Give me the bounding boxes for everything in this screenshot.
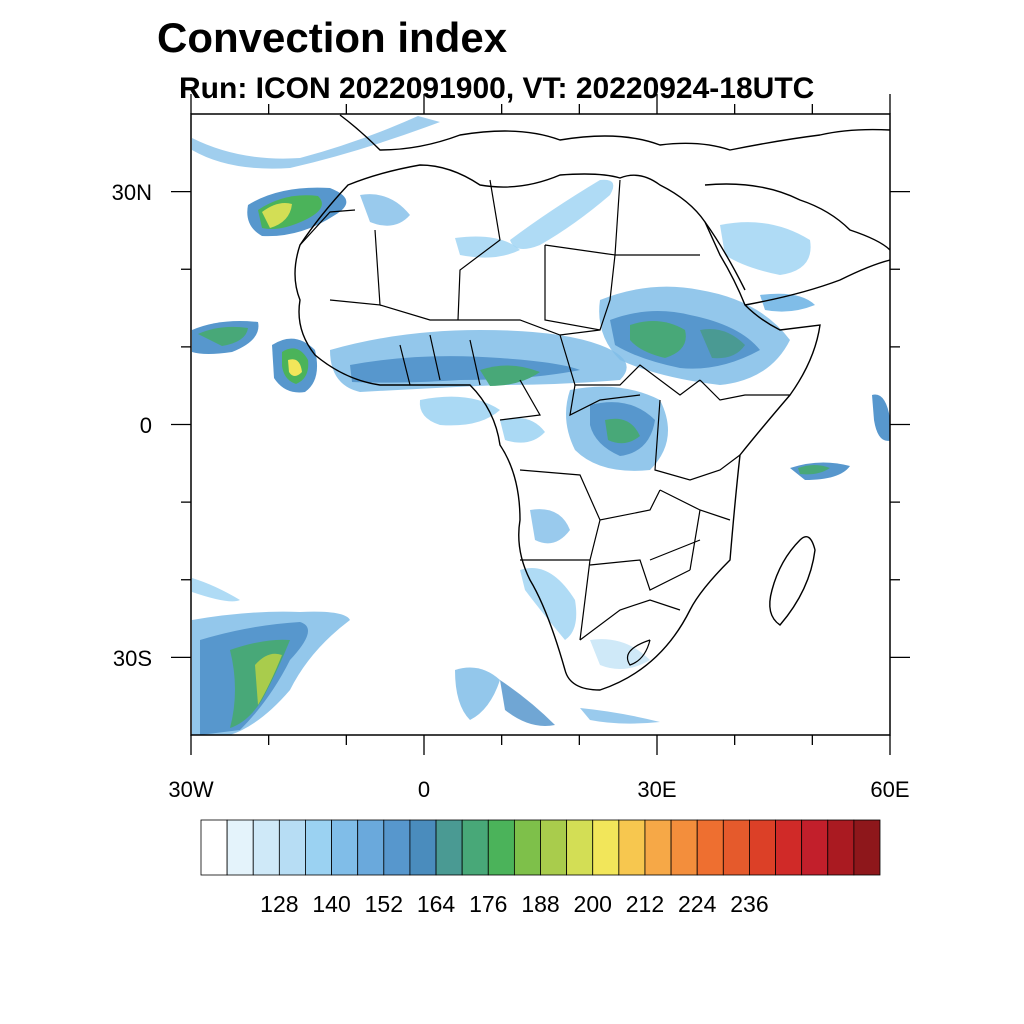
colorbar-labels: 128 140 152 164 176 188 200 212 224 236	[260, 891, 768, 917]
colorbar-swatch	[200, 819, 228, 876]
y-tick-label-30s: 30S	[113, 646, 152, 671]
border-chad-car	[559, 334, 701, 396]
field-niger	[455, 236, 520, 258]
map-subtitle: Run: ICON 2022091900, VT: 20220924-18UTC	[179, 72, 815, 105]
colorbar-swatch	[513, 819, 541, 876]
colorbar-label: 176	[469, 891, 507, 917]
colorbar-label: 164	[417, 891, 456, 917]
border-central	[499, 379, 641, 421]
colorbar-swatch	[722, 819, 750, 876]
colorbar-swatch	[278, 819, 306, 876]
field-congo-green	[605, 418, 640, 444]
border-tanzania-mozambique	[649, 489, 731, 571]
arabia-coastline	[704, 183, 890, 306]
colorbar-swatch	[670, 819, 698, 876]
field-algeria	[360, 194, 410, 226]
colorbar-swatch	[749, 819, 776, 876]
field-offshore-core	[198, 326, 248, 346]
field-libya-streak	[510, 179, 614, 249]
border-sahel	[379, 304, 601, 336]
field-madagascar-core	[798, 465, 830, 475]
colorbar-swatch	[775, 819, 803, 876]
country-borders	[299, 179, 790, 666]
africa-coastline	[294, 164, 821, 691]
convection-field	[192, 116, 890, 735]
colorbar-swatch	[331, 819, 359, 876]
colorbar-swatch	[487, 819, 515, 876]
border-niger-chad	[544, 245, 616, 331]
field-namibia	[520, 568, 577, 640]
x-tick-label-60e: 60E	[870, 777, 909, 802]
colorbar-swatch	[252, 819, 280, 876]
field-indian-east	[872, 394, 890, 441]
coastlines	[294, 114, 890, 691]
colorbar-swatch	[696, 819, 724, 876]
colorbar-swatch	[853, 819, 881, 876]
field-ethiopia-green	[630, 321, 686, 358]
colorbar-swatch	[540, 819, 568, 876]
colorbar-swatch	[566, 819, 594, 876]
map-title: Convection index	[157, 14, 508, 61]
europe-coastline	[339, 114, 890, 151]
colorbar-swatch	[618, 819, 646, 876]
colorbar-label: 212	[626, 891, 664, 917]
y-tick-label-30n: 30N	[112, 180, 152, 205]
field-southatlantic-ribbon	[255, 653, 282, 705]
colorbar-swatch	[592, 819, 620, 876]
field-south-tail2	[500, 680, 555, 726]
colorbar-swatch	[226, 819, 254, 876]
colorbar-swatch	[409, 819, 437, 876]
border-drc-east	[654, 399, 741, 481]
field-south-tail3	[580, 708, 660, 724]
border-south-africa	[579, 599, 681, 666]
colorbar-label: 128	[260, 891, 298, 917]
colorbar-swatch	[357, 819, 385, 876]
field-gabon	[500, 417, 545, 443]
field-yemen	[760, 293, 815, 312]
madagascar-coastline	[769, 536, 816, 626]
border-namibia-botswana	[579, 559, 691, 641]
colorbar-swatch	[383, 819, 411, 876]
x-tick-label-30e: 30E	[637, 777, 676, 802]
x-tick-label-0: 0	[418, 777, 430, 802]
colorbar-label: 188	[521, 891, 559, 917]
field-gulf-guinea	[419, 396, 500, 426]
colorbar	[200, 819, 881, 876]
field-nigeria-core	[480, 365, 540, 386]
colorbar-swatch	[801, 819, 829, 876]
colorbar-swatch	[644, 819, 672, 876]
red-sea-coast	[704, 221, 746, 291]
border-horn	[699, 379, 790, 401]
border-algeria-libya	[457, 179, 501, 321]
colorbar-swatch	[827, 819, 855, 876]
border-gulf	[399, 334, 481, 386]
field-canary-peak	[262, 203, 292, 228]
field-south-africa	[590, 639, 650, 669]
field-south-tail	[455, 667, 500, 720]
colorbar-label: 200	[574, 891, 612, 917]
colorbar-swatch	[305, 819, 332, 876]
colorbar-label: 140	[312, 891, 350, 917]
colorbar-label: 224	[678, 891, 717, 917]
x-tick-label-30w: 30W	[168, 777, 213, 802]
field-atlantic-band	[192, 116, 440, 169]
colorbar-label: 236	[730, 891, 768, 917]
field-guinea-peak	[288, 359, 302, 376]
field-arabia	[720, 222, 811, 275]
field-angola	[530, 509, 570, 544]
border-algeria-mali	[329, 229, 381, 306]
colorbar-label: 152	[365, 891, 403, 917]
colorbar-swatch	[435, 819, 463, 876]
field-southwest-streak	[192, 578, 240, 602]
field-ethiopia-green2	[700, 329, 745, 359]
colorbar-swatch	[461, 819, 489, 876]
border-morocco-algeria	[299, 209, 356, 246]
tick-marks	[171, 94, 910, 755]
y-tick-label-0: 0	[140, 413, 152, 438]
